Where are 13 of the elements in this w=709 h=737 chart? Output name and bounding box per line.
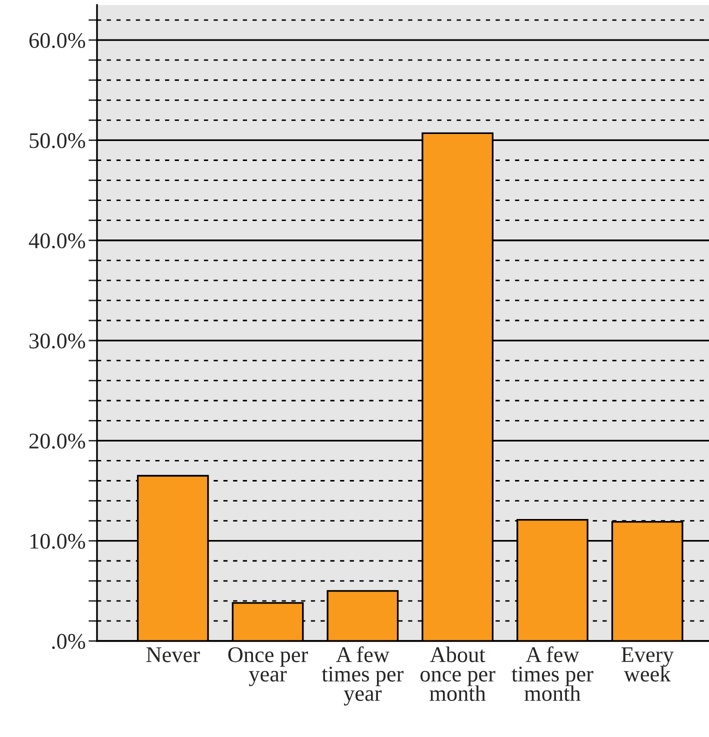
y-tick-label: 10.0%	[30, 534, 86, 549]
y-tick-label: 20.0%	[29, 434, 86, 449]
y-tick-label: 30.0%	[30, 333, 86, 349]
x-tick-label: About once per month	[420, 646, 496, 701]
x-tick-label: Once per year	[228, 647, 308, 686]
y-tick-label: .0%	[52, 634, 86, 650]
x-tick-label: Never	[146, 647, 200, 662]
x-tick-label: Every week	[621, 647, 674, 682]
x-tick-label: A few times per year	[322, 646, 404, 706]
y-tick-label: 50.0%	[30, 133, 86, 148]
y-tick-label: 60.0%	[29, 32, 86, 48]
x-tick-label: A few times per month	[512, 646, 594, 701]
y-tick-label: 40.0%	[28, 233, 86, 248]
